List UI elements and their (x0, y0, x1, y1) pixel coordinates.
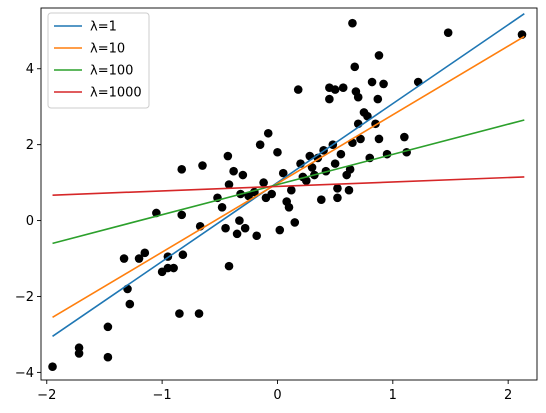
data-point (374, 134, 384, 144)
x-tick-label: −1 (153, 388, 172, 403)
data-point (443, 28, 453, 37)
data-point (255, 140, 265, 149)
data-point (293, 85, 303, 94)
data-point (338, 83, 348, 93)
data-point (379, 79, 388, 89)
data-point (177, 210, 187, 220)
x-tick-label: 0 (273, 388, 281, 403)
legend-label: λ=1 (90, 20, 117, 35)
data-point (316, 195, 326, 204)
regression-lines (52, 13, 525, 338)
data-point (103, 322, 113, 332)
data-point (333, 193, 342, 203)
data-point (302, 176, 311, 186)
data-point (348, 18, 357, 28)
y-tick-label: 0 (26, 214, 34, 229)
data-point (345, 165, 355, 174)
data-point (353, 92, 363, 102)
data-point (140, 248, 150, 258)
legend-label: λ=1000 (90, 86, 142, 101)
legend-frame (47, 12, 150, 109)
data-point (223, 151, 233, 161)
data-point (240, 223, 250, 233)
data-point (235, 216, 244, 225)
data-point (221, 223, 230, 233)
y-tick-label: 2 (26, 138, 34, 153)
data-point (48, 362, 57, 372)
data-point (229, 166, 238, 176)
data-point (344, 185, 354, 195)
data-point (356, 134, 365, 144)
data-point (252, 231, 262, 241)
data-point (325, 94, 334, 104)
data-point (267, 189, 276, 199)
data-point (194, 309, 204, 318)
data-point (350, 62, 360, 72)
data-point (284, 202, 294, 212)
data-point (363, 111, 372, 121)
data-point (232, 229, 242, 239)
data-point (307, 163, 317, 172)
data-point (330, 85, 340, 94)
data-point (177, 165, 187, 174)
data-point (224, 261, 234, 271)
legend-label: λ=100 (90, 64, 133, 79)
data-point (275, 225, 285, 235)
data-point (273, 147, 282, 157)
data-point (169, 263, 178, 273)
data-point (217, 202, 227, 212)
y-tick-label: 4 (26, 62, 34, 77)
data-point (287, 185, 296, 195)
data-point (263, 128, 273, 138)
data-point (224, 180, 234, 189)
legend-label: λ=10 (90, 42, 125, 57)
x-axis: −2 −1 0 1 2 (37, 380, 512, 403)
x-tick-label: 2 (504, 388, 512, 403)
data-point (178, 250, 188, 260)
x-tick-label: −2 (37, 388, 56, 403)
data-point (400, 132, 409, 142)
data-point (119, 254, 129, 263)
series-line (52, 176, 525, 196)
data-point (330, 159, 340, 168)
data-point (290, 218, 300, 227)
y-axis: −4 −2 0 2 4 (15, 62, 41, 381)
x-tick-label: 1 (389, 388, 397, 403)
data-point (238, 170, 248, 180)
data-point (74, 349, 84, 358)
data-point (278, 168, 288, 178)
series-line (52, 119, 525, 245)
series-line (52, 13, 525, 338)
data-point (259, 178, 268, 187)
data-point (175, 309, 184, 318)
series-line (52, 35, 525, 319)
y-tick-label: −2 (15, 290, 34, 305)
data-point (333, 184, 342, 193)
data-point (134, 254, 144, 263)
legend: λ=1 λ=10 λ=100 λ=1000 (47, 12, 150, 109)
data-point (367, 77, 377, 87)
data-point (103, 352, 113, 362)
data-point (374, 51, 384, 60)
plot-frame (40, 7, 538, 381)
data-point (373, 94, 383, 104)
y-tick-label: −4 (15, 366, 34, 381)
data-point (336, 149, 346, 159)
data-point (198, 161, 207, 170)
data-point (125, 299, 135, 309)
